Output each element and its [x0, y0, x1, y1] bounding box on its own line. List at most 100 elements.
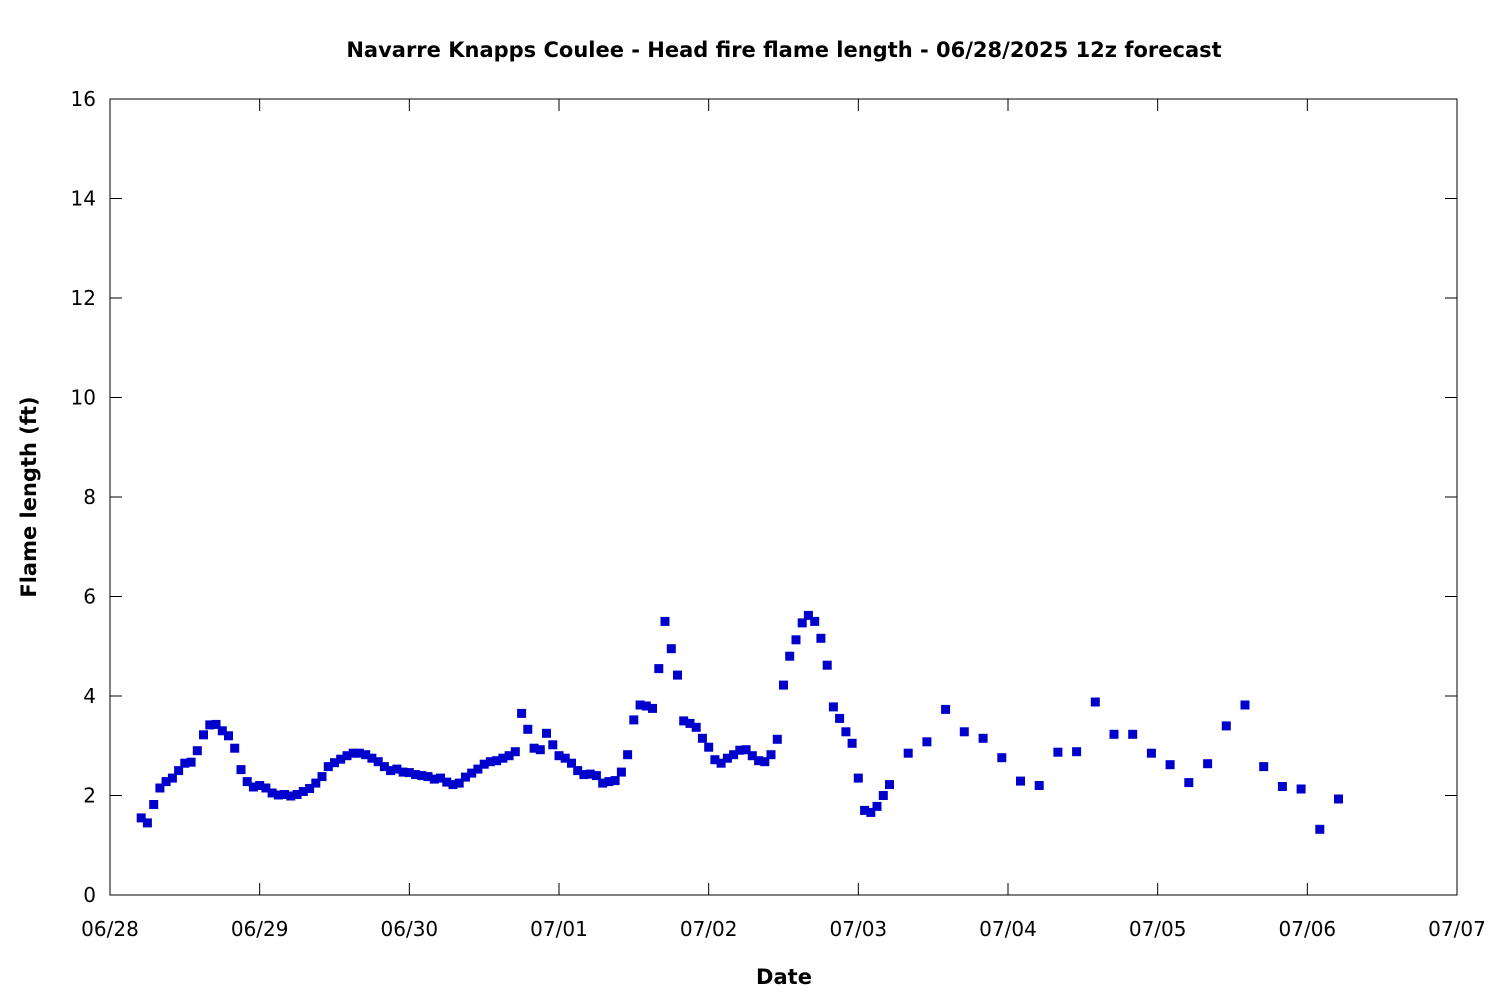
- data-point: [1277, 782, 1287, 791]
- data-point: [298, 787, 308, 796]
- data-point: [791, 635, 801, 645]
- data-point: [436, 773, 445, 783]
- y-tick-label: 10: [71, 386, 96, 410]
- data-point: [560, 753, 570, 763]
- data-point: [941, 704, 951, 714]
- data-point: [716, 758, 726, 768]
- data-point: [803, 610, 813, 620]
- data-point: [149, 800, 159, 809]
- data-point: [741, 745, 751, 755]
- data-point: [853, 773, 863, 783]
- data-point: [398, 767, 408, 777]
- data-point: [1090, 697, 1100, 707]
- data-point: [747, 751, 757, 761]
- y-tick-label: 14: [71, 187, 96, 211]
- data-point: [336, 754, 346, 764]
- data-point: [248, 782, 258, 792]
- x-tick-label: 07/05: [1129, 917, 1187, 941]
- data-point: [860, 805, 870, 815]
- data-point: [828, 702, 838, 712]
- data-point: [517, 708, 527, 718]
- data-point: [872, 801, 882, 811]
- x-tick-label: 06/28: [81, 917, 139, 941]
- data-point: [367, 753, 377, 763]
- data-point: [535, 745, 545, 755]
- data-point: [317, 772, 327, 782]
- data-point: [635, 700, 645, 710]
- data-point: [155, 783, 165, 793]
- data-point: [616, 767, 626, 777]
- data-point: [492, 756, 502, 766]
- y-tick-label: 2: [83, 784, 96, 808]
- data-point: [136, 813, 146, 823]
- data-points: [136, 610, 1343, 834]
- y-tick-label: 4: [83, 684, 96, 708]
- data-point: [180, 758, 190, 768]
- data-point: [797, 618, 807, 628]
- data-point: [610, 776, 620, 786]
- data-point: [978, 733, 988, 743]
- data-point: [261, 783, 271, 793]
- data-point: [373, 757, 383, 767]
- data-point: [255, 781, 265, 790]
- data-point: [1259, 762, 1269, 772]
- data-point: [186, 757, 196, 767]
- data-point: [591, 771, 601, 781]
- data-point: [411, 770, 421, 780]
- data-point: [760, 757, 770, 767]
- data-point: [267, 788, 277, 798]
- data-point: [404, 768, 414, 778]
- data-point: [579, 770, 589, 780]
- y-tick-label: 16: [71, 87, 96, 111]
- x-tick-label: 06/29: [231, 917, 289, 941]
- data-point: [822, 660, 832, 670]
- data-point: [529, 743, 539, 753]
- data-point: [1296, 784, 1306, 794]
- x-tick-label: 07/01: [530, 917, 588, 941]
- data-point: [1221, 721, 1231, 731]
- data-point: [604, 777, 614, 787]
- data-point: [242, 777, 252, 787]
- plot-frame: [109, 98, 1458, 896]
- data-point: [161, 777, 171, 787]
- data-point: [330, 758, 339, 768]
- x-tick-label: 06/30: [381, 917, 439, 941]
- data-point: [878, 791, 888, 800]
- data-point: [1334, 794, 1343, 804]
- data-point: [1109, 729, 1119, 739]
- data-point: [679, 716, 689, 726]
- data-point: [542, 728, 551, 738]
- data-point: [286, 791, 296, 801]
- data-point: [673, 670, 682, 680]
- data-point: [1072, 747, 1082, 757]
- data-point: [554, 751, 564, 761]
- data-point: [342, 751, 352, 761]
- data-point: [641, 701, 651, 711]
- data-point: [567, 758, 576, 768]
- data-point: [417, 771, 427, 781]
- data-point: [205, 720, 215, 730]
- data-point: [772, 734, 782, 744]
- y-axis-label: Flame length (ft): [17, 396, 41, 597]
- data-point: [885, 780, 894, 790]
- data-point: [722, 753, 732, 763]
- x-tick-label: 07/03: [830, 917, 888, 941]
- data-point: [685, 718, 695, 728]
- data-point: [217, 726, 227, 736]
- data-point: [498, 753, 508, 763]
- data-point: [461, 772, 470, 782]
- data-point: [866, 807, 876, 817]
- data-point: [1315, 824, 1325, 834]
- data-point: [305, 784, 315, 793]
- data-point: [573, 766, 583, 776]
- data-point: [174, 766, 184, 776]
- data-point: [1128, 729, 1138, 739]
- data-point: [629, 715, 639, 725]
- data-point: [429, 774, 439, 784]
- data-point: [230, 743, 240, 753]
- data-point: [697, 733, 707, 743]
- data-point: [467, 768, 477, 778]
- data-point: [648, 703, 657, 713]
- data-point: [323, 762, 333, 772]
- data-point: [922, 737, 932, 747]
